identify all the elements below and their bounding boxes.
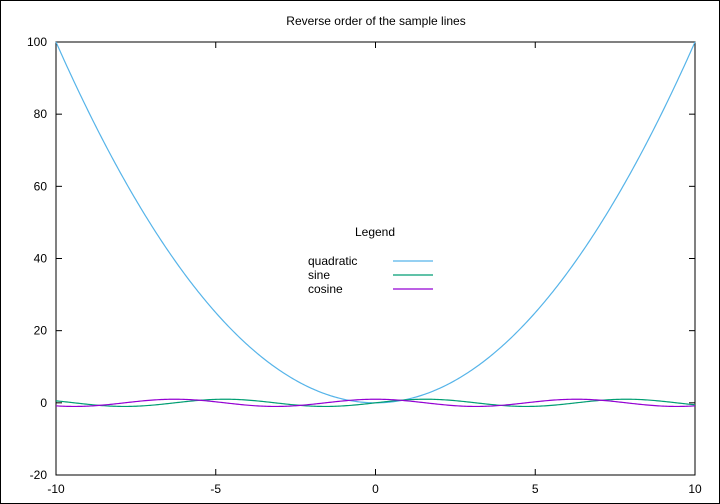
legend-title: Legend (355, 225, 395, 239)
legend-label-quadratic: quadratic (308, 254, 357, 268)
plot-frame (55, 41, 696, 476)
series-line-cosine (55, 398, 696, 408)
series-line-sine (55, 398, 696, 408)
x-tick-label: 5 (532, 482, 539, 496)
series-layer (55, 41, 696, 408)
ticks-layer: -10 -5 0 5 10 -20 0 20 40 60 80 100 (27, 35, 702, 496)
x-tick-label: -10 (47, 482, 65, 496)
x-tick-label: 10 (688, 482, 702, 496)
legend-label-sine: sine (308, 268, 330, 282)
x-tick-label: 0 (372, 482, 379, 496)
legend-label-cosine: cosine (308, 282, 343, 296)
y-tick-label: 80 (34, 107, 48, 121)
y-tick-label: 100 (27, 35, 47, 49)
y-tick-label: 0 (40, 396, 47, 410)
y-tick-label: -20 (30, 468, 48, 482)
y-tick-label: 20 (34, 324, 48, 338)
y-tick-label: 60 (34, 179, 48, 193)
y-tick-label: 40 (34, 252, 48, 266)
chart-title: Reverse order of the sample lines (286, 14, 465, 28)
x-tick-label: -5 (210, 482, 221, 496)
series-line-quadratic (55, 41, 696, 404)
